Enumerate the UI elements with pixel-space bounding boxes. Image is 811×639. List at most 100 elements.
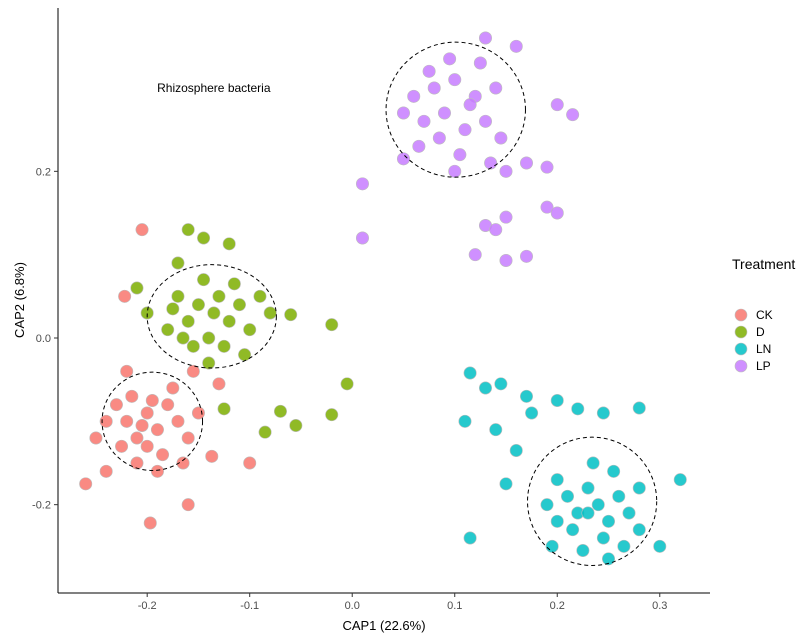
series-CK [79, 223, 257, 530]
point-LN [612, 489, 626, 503]
point-LP [494, 131, 508, 145]
point-LP [489, 223, 503, 237]
point-LP [432, 131, 446, 145]
point-LP [396, 106, 410, 120]
point-LP [468, 248, 482, 262]
point-CK [161, 398, 175, 412]
ellipse-LN [527, 436, 658, 567]
point-LN [561, 489, 575, 503]
point-CK [109, 398, 123, 412]
point-LN [596, 406, 610, 420]
point-LN [632, 481, 646, 495]
point-D [171, 289, 185, 303]
point-CK [166, 381, 180, 395]
legend-label-CK: CK [756, 308, 773, 322]
point-CK [135, 223, 149, 237]
point-D [186, 339, 200, 353]
ellipse-LP [385, 41, 526, 178]
point-CK [212, 377, 226, 391]
x-tick-label: 0.1 [447, 600, 462, 612]
point-LN [602, 552, 616, 566]
point-CK [150, 464, 164, 478]
legend-label-LN: LN [756, 342, 771, 356]
y-tick-label: -0.2 [32, 500, 51, 512]
point-LN [653, 539, 667, 553]
point-LP [448, 164, 462, 178]
point-D [222, 314, 236, 328]
point-LP [407, 89, 421, 103]
point-D [181, 314, 195, 328]
point-CK [243, 456, 257, 470]
plot-marks [79, 31, 687, 567]
point-LP [566, 108, 580, 122]
legend-key-LP [734, 359, 748, 373]
point-LN [550, 473, 564, 487]
series-LN [458, 366, 687, 566]
point-LN [519, 389, 533, 403]
point-LP [499, 210, 513, 224]
point-LP [519, 156, 533, 170]
point-LP [540, 160, 554, 174]
point-D [253, 289, 267, 303]
legend-title: Treatment [732, 256, 795, 272]
point-CK [176, 456, 190, 470]
point-CK [99, 464, 113, 478]
point-LP [458, 123, 472, 137]
point-LP [443, 52, 457, 66]
point-CK [120, 414, 134, 428]
point-D [284, 308, 298, 322]
point-CK [89, 431, 103, 445]
point-LP [412, 139, 426, 153]
x-axis-label: CAP1 (22.6%) [342, 618, 425, 633]
axis-ticks: -0.2 -0.1 0.0 0.1 0.2 0.3 -0.2 0.0 0.2 [32, 166, 667, 612]
point-D [212, 289, 226, 303]
point-LN [586, 456, 600, 470]
point-LP [550, 206, 564, 220]
point-LN [458, 414, 472, 428]
point-LP [478, 31, 492, 45]
x-tick-label: 0.0 [345, 600, 360, 612]
point-D [325, 318, 339, 332]
legend-key-CK [734, 308, 748, 322]
point-LP [437, 106, 451, 120]
point-LN [571, 402, 585, 416]
x-tick-label: 0.2 [550, 600, 565, 612]
point-LN [478, 381, 492, 395]
point-D [289, 418, 303, 432]
point-D [227, 277, 241, 291]
point-LN [632, 401, 646, 415]
x-tick-label: -0.1 [240, 600, 259, 612]
point-D [243, 323, 257, 337]
point-D [197, 273, 211, 287]
point-LP [355, 177, 369, 191]
point-LN [550, 514, 564, 528]
point-LN [545, 539, 559, 553]
point-LP [484, 156, 498, 170]
point-LP [499, 254, 513, 268]
point-D [166, 302, 180, 316]
point-LN [463, 366, 477, 380]
point-D [181, 223, 195, 237]
point-CK [171, 414, 185, 428]
point-LP [427, 81, 441, 95]
point-D [207, 306, 221, 320]
point-D [217, 402, 231, 416]
point-LN [550, 393, 564, 407]
point-LN [509, 443, 523, 457]
point-CK [191, 406, 205, 420]
point-CK [125, 389, 139, 403]
series-LP [355, 31, 580, 268]
point-CK [99, 414, 113, 428]
point-CK [118, 289, 132, 303]
point-LN [576, 543, 590, 557]
point-D [232, 298, 246, 312]
point-LN [581, 481, 595, 495]
point-D [202, 331, 216, 345]
point-CK [186, 364, 200, 378]
point-D [340, 377, 354, 391]
point-LN [540, 498, 554, 512]
point-LN [581, 506, 595, 520]
point-CK [79, 477, 93, 491]
point-CK [115, 439, 129, 453]
point-LP [396, 152, 410, 166]
